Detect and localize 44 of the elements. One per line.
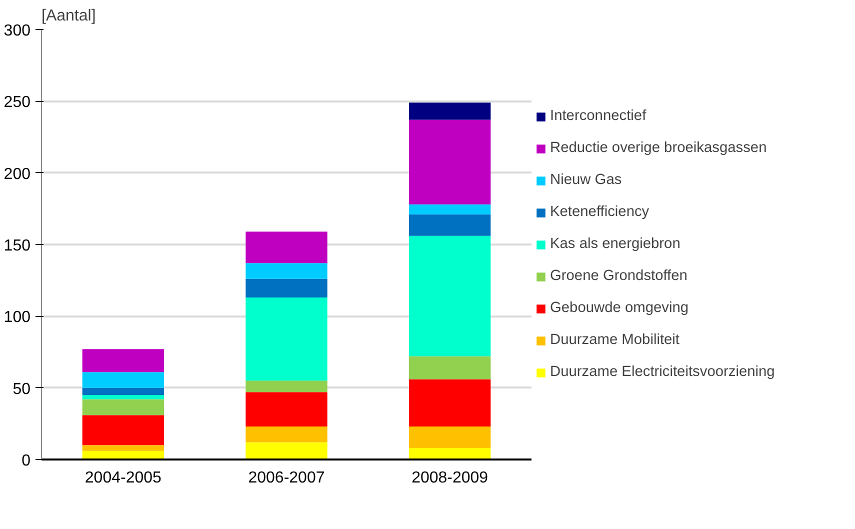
y-tick-label: 200: [4, 166, 31, 183]
y-tick-label: 0: [22, 452, 31, 470]
bar: [82, 372, 164, 388]
bar: [409, 204, 491, 214]
legend-label: Ketenefficiency: [550, 204, 650, 220]
y-tick-label: 100: [4, 309, 31, 326]
legend-label: Duurzame Mobiliteit: [550, 332, 680, 348]
x-tick-label: 2006-2007: [248, 470, 325, 486]
bar: [409, 448, 491, 460]
legend-label: Interconnectief: [550, 108, 646, 124]
bar: [409, 236, 491, 356]
bar: [246, 278, 328, 298]
bar: [409, 102, 491, 120]
bar: [246, 442, 328, 460]
y-axis-title: [Aantal]: [42, 8, 96, 24]
legend-label: Reductie overige broeikasgassen: [550, 140, 767, 156]
bar: [82, 395, 164, 400]
y-tick-label: 300: [4, 22, 31, 40]
y-tick-label: 50: [12, 380, 31, 398]
legend-label: Nieuw Gas: [550, 172, 622, 188]
x-tick-label: 2004-2005: [84, 470, 162, 486]
bar: [82, 349, 164, 372]
bar: [409, 426, 491, 448]
bar: [409, 379, 491, 427]
y-tick-label: 150: [4, 238, 31, 254]
bar: [82, 388, 164, 395]
bar: [246, 298, 328, 381]
bar: [82, 399, 164, 416]
bar: [246, 392, 328, 427]
bar: [409, 214, 491, 236]
bar: [409, 120, 491, 204]
legend-label: Kas als energiebron: [550, 236, 680, 252]
y-tick-label: 250: [4, 94, 31, 112]
legend-label: Duurzame Electriciteitsvoorziening: [550, 364, 775, 380]
x-tick-label: 2008-2009: [412, 470, 488, 486]
legend-label: Gebouwde omgeving: [550, 300, 689, 316]
bar: [409, 356, 491, 380]
bar: [246, 263, 328, 279]
bar: [246, 232, 328, 264]
bar: [246, 426, 328, 442]
bar: [82, 415, 164, 446]
bar: [82, 445, 164, 451]
legend-label: Groene Grondstoffen: [550, 268, 688, 284]
bar: [246, 380, 328, 392]
